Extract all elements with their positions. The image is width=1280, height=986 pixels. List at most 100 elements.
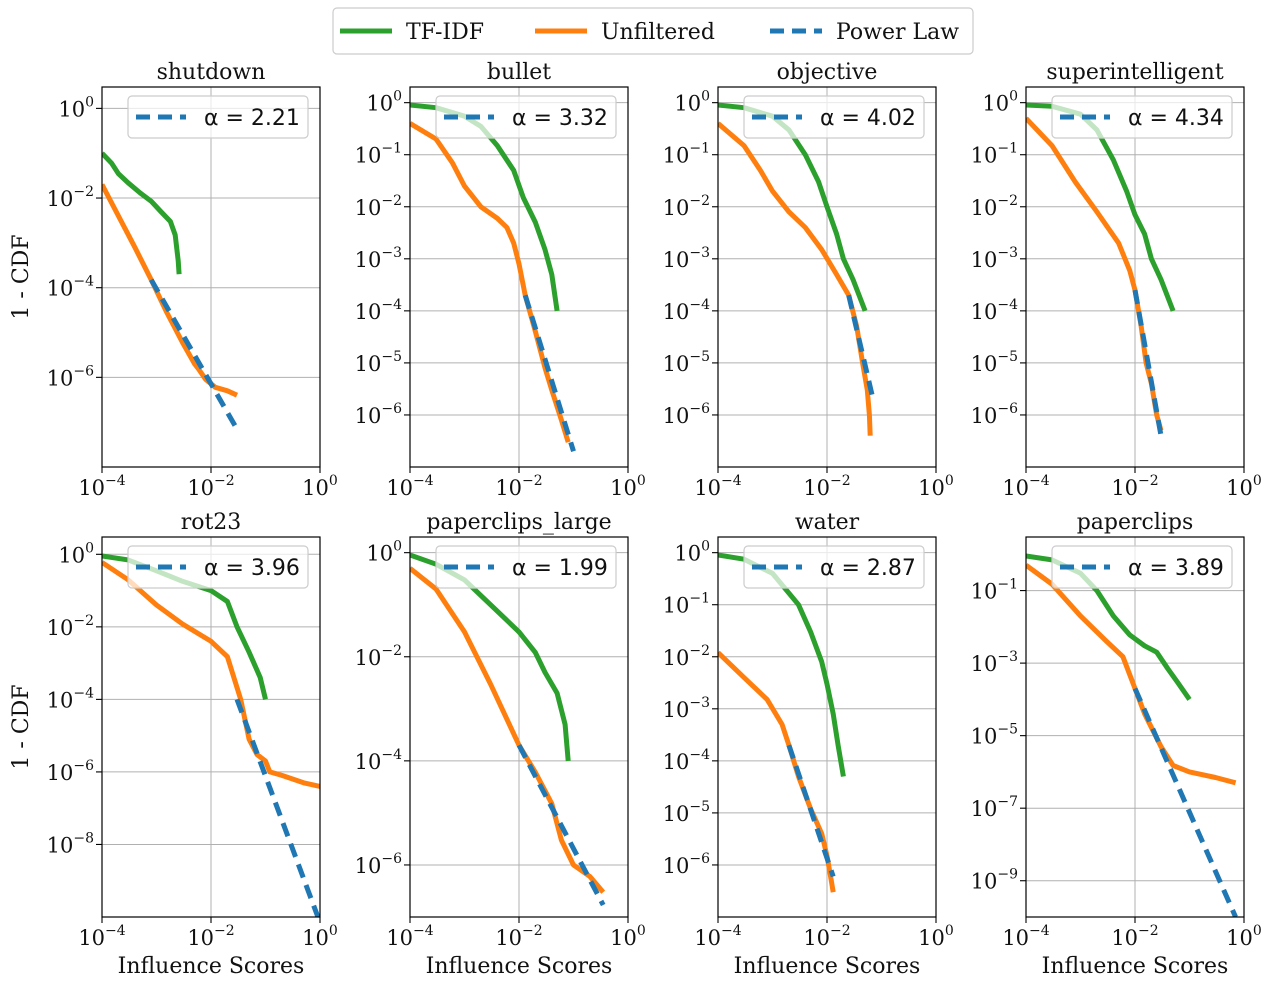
y-tick-label: 10−8 xyxy=(47,830,94,857)
y-tick-label: 100 xyxy=(58,94,94,121)
x-tick-label: 10−2 xyxy=(495,923,542,950)
y-tick-label: 10−2 xyxy=(355,193,402,220)
alpha-label: α = 2.21 xyxy=(204,106,300,131)
panels: α = 2.21 shutdown 10−4 10−2 100 100 10−2 10−4 10… xyxy=(9,60,1262,979)
panel-title: paperclips xyxy=(1077,510,1194,535)
series-power-law xyxy=(149,278,240,431)
y-tick-label: 10−3 xyxy=(355,245,402,272)
y-tick-label: 10−1 xyxy=(355,141,402,168)
series-power-law xyxy=(786,744,836,878)
x-axis-label: Influence Scores xyxy=(118,954,305,979)
x-tick-label: 10−2 xyxy=(803,473,850,500)
y-tick-label: 10−4 xyxy=(663,747,710,774)
y-tick-label: 10−2 xyxy=(971,193,1018,220)
legend-label: TF-IDF xyxy=(406,20,484,45)
x-tick-label: 10−2 xyxy=(187,923,234,950)
y-tick-label: 10−9 xyxy=(971,867,1018,894)
x-tick-label: 100 xyxy=(1226,923,1262,950)
x-tick-label: 10−2 xyxy=(187,473,234,500)
alpha-legend: α = 4.02 xyxy=(743,95,925,139)
x-tick-label: 100 xyxy=(610,923,646,950)
x-axis-label: Influence Scores xyxy=(1042,954,1229,979)
panel-title: water xyxy=(795,510,860,535)
alpha-label: α = 3.32 xyxy=(512,106,608,131)
panel-objective: α = 4.02 objective 10−4 10−2 100 100 10−1 10−2 1… xyxy=(663,60,954,500)
alpha-legend: α = 3.89 xyxy=(1051,545,1233,589)
series-unfiltered xyxy=(102,183,239,398)
panel-title: shutdown xyxy=(157,60,266,85)
y-tick-label: 100 xyxy=(366,539,402,566)
y-tick-label: 10−3 xyxy=(971,649,1018,676)
y-axis-label: 1 - CDF xyxy=(9,684,34,769)
series-power-law xyxy=(234,698,320,917)
y-tick-label: 10−6 xyxy=(663,851,710,878)
x-tick-label: 10−4 xyxy=(694,473,741,500)
y-tick-label: 100 xyxy=(58,540,94,567)
series-unfiltered xyxy=(1026,116,1164,432)
x-tick-label: 100 xyxy=(918,923,954,950)
panel-shutdown: α = 2.21 shutdown 10−4 10−2 100 100 10−2 10−4 10… xyxy=(9,60,338,500)
y-tick-label: 10−1 xyxy=(971,577,1018,604)
y-tick-label: 10−5 xyxy=(663,349,710,376)
series-power-law xyxy=(522,294,576,453)
x-tick-label: 10−4 xyxy=(78,473,125,500)
x-tick-label: 10−4 xyxy=(1002,473,1049,500)
panel-title: superintelligent xyxy=(1046,60,1224,85)
y-tick-label: 10−5 xyxy=(971,722,1018,749)
y-tick-label: 10−4 xyxy=(47,685,94,712)
y-tick-label: 10−6 xyxy=(47,363,94,390)
x-tick-label: 10−4 xyxy=(386,473,433,500)
y-tick-label: 10−6 xyxy=(663,401,710,428)
panel-bullet: α = 3.32 bullet 10−4 10−2 100 100 10−1 10−2 10−3… xyxy=(355,60,646,500)
panel-title: bullet xyxy=(487,60,551,85)
series-power-law xyxy=(1132,289,1164,437)
panel-rot23: α = 3.96 rot23 10−4 10−2 100 100 10−2 10−4 10−6 1… xyxy=(9,510,338,979)
x-tick-label: 10−2 xyxy=(1111,473,1158,500)
series-power-law xyxy=(846,294,876,400)
alpha-label: α = 1.99 xyxy=(512,556,608,581)
y-tick-label: 10−2 xyxy=(663,643,710,670)
panel-superintelligent: α = 4.34 superintelligent 10−4 10−2 100 100 10… xyxy=(971,60,1262,500)
x-tick-label: 10−4 xyxy=(78,923,125,950)
y-tick-label: 10−6 xyxy=(47,758,94,785)
y-tick-label: 10−3 xyxy=(663,245,710,272)
alpha-legend: α = 3.32 xyxy=(435,95,617,139)
panel-paperclips-large: α = 1.99 paperclips_large 10−4 10−2 100 100 10… xyxy=(355,510,646,979)
series-power-law xyxy=(516,744,606,907)
y-tick-label: 100 xyxy=(674,89,710,116)
y-tick-label: 10−4 xyxy=(355,747,402,774)
legend: TF-IDF Unfiltered Power Law xyxy=(332,7,974,55)
x-axis-label: Influence Scores xyxy=(734,954,921,979)
alpha-legend: α = 1.99 xyxy=(435,545,617,589)
series-unfiltered xyxy=(102,560,320,789)
x-tick-label: 100 xyxy=(918,473,954,500)
series-tf-idf xyxy=(102,151,182,275)
legend-label: Unfiltered xyxy=(601,20,715,45)
alpha-label: α = 3.96 xyxy=(204,556,300,581)
alpha-label: α = 4.34 xyxy=(1128,106,1224,131)
x-axis-label: Influence Scores xyxy=(426,954,613,979)
alpha-legend: α = 2.21 xyxy=(127,95,309,139)
y-tick-label: 10−5 xyxy=(663,799,710,826)
y-tick-label: 100 xyxy=(366,89,402,116)
y-tick-label: 10−4 xyxy=(663,297,710,324)
x-tick-label: 100 xyxy=(302,923,338,950)
y-tick-label: 10−6 xyxy=(971,401,1018,428)
y-tick-label: 10−7 xyxy=(971,794,1018,821)
alpha-label: α = 3.89 xyxy=(1128,556,1224,581)
panel-paperclips: α = 3.89 paperclips 10−4 10−2 100 10−1 10−3 10−… xyxy=(971,510,1262,979)
y-tick-label: 10−4 xyxy=(971,297,1018,324)
series-unfiltered xyxy=(410,121,571,443)
panel-water: α = 2.87 water 10−4 10−2 100 100 10−1 10−2 10−3 1… xyxy=(663,510,954,979)
legend-label: Power Law xyxy=(836,20,959,45)
x-tick-label: 10−2 xyxy=(1111,923,1158,950)
y-tick-label: 100 xyxy=(674,539,710,566)
y-tick-label: 10−3 xyxy=(971,245,1018,272)
y-tick-label: 10−6 xyxy=(355,851,402,878)
y-tick-label: 10−1 xyxy=(971,141,1018,168)
x-tick-label: 10−4 xyxy=(1002,923,1049,950)
panel-title: paperclips_large xyxy=(426,510,611,535)
x-tick-label: 100 xyxy=(1226,473,1262,500)
alpha-legend: α = 3.96 xyxy=(127,545,309,589)
